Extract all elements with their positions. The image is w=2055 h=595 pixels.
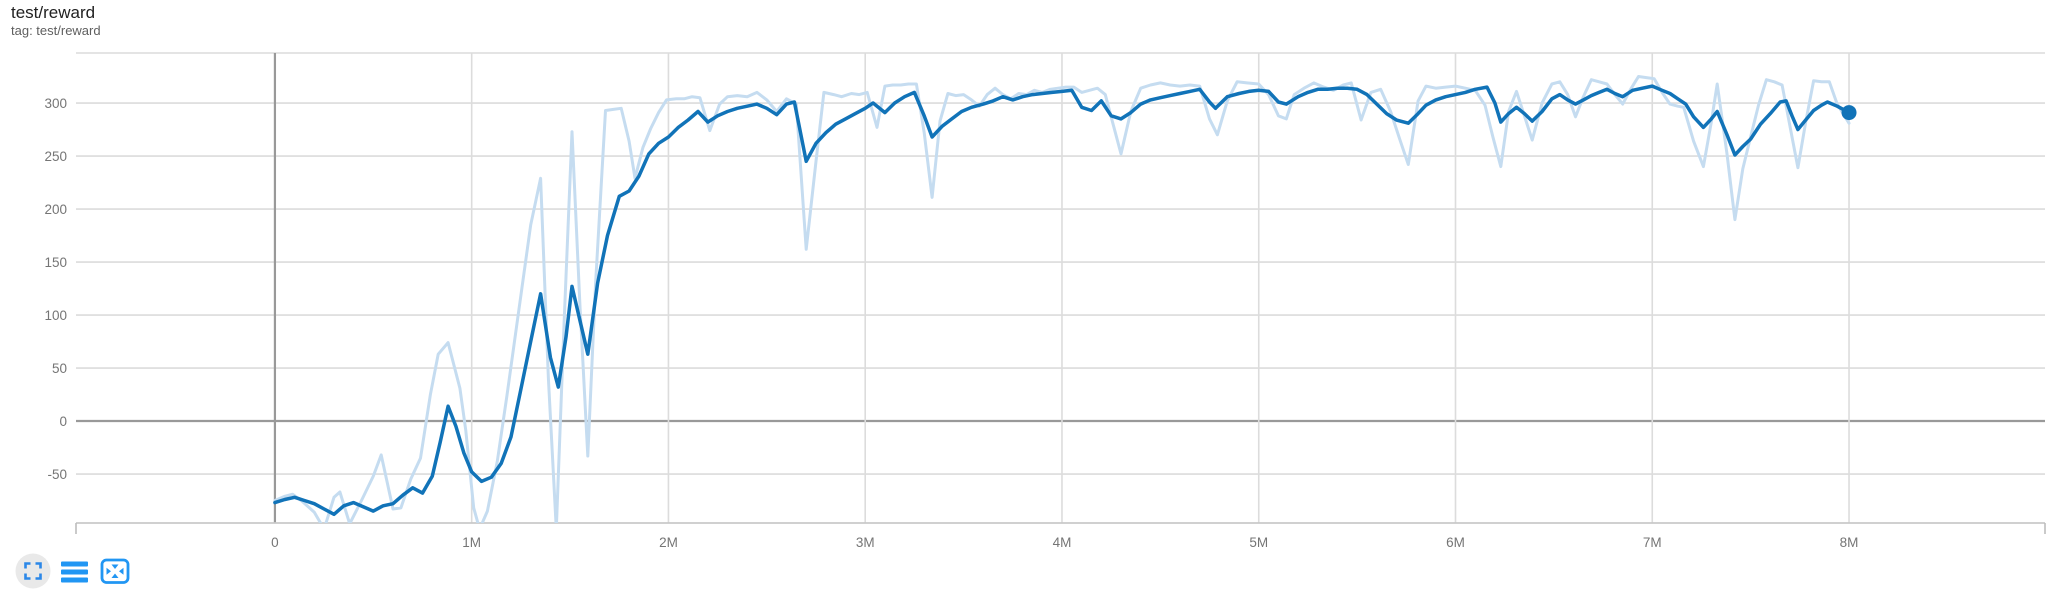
y-tick-label: 100 xyxy=(44,308,67,323)
fit-domain-button[interactable] xyxy=(100,558,130,584)
raw-series-line xyxy=(273,75,1851,523)
x-tick-label: 1M xyxy=(462,535,481,550)
fullscreen-button[interactable] xyxy=(15,553,51,589)
table-rows-icon xyxy=(61,561,88,583)
y-tick-label: 150 xyxy=(44,255,67,270)
x-tick-label: 2M xyxy=(659,535,678,550)
y-tick-label: 50 xyxy=(52,361,67,376)
grid-layer xyxy=(75,52,2046,534)
fullscreen-icon xyxy=(24,562,42,580)
y-tick-label: 200 xyxy=(44,202,67,217)
y-tick-label: -50 xyxy=(47,467,67,482)
marker-layer xyxy=(1841,105,1857,121)
last-point-marker xyxy=(1841,105,1857,121)
x-tick-label: 5M xyxy=(1249,535,1268,550)
axis-label-layer: -50 0 50 100 150 200 250 300 0 1M 2M 3M 4M 5M 6M 7M 8M xyxy=(44,96,1858,550)
x-tick-label: 6M xyxy=(1446,535,1465,550)
card-footer-toolbar xyxy=(15,553,130,589)
x-tick-label: 3M xyxy=(856,535,875,550)
y-tick-label: 0 xyxy=(59,414,67,429)
smoothed-series-line xyxy=(273,84,1851,517)
button-hover-circle xyxy=(15,553,51,589)
x-tick-label: 8M xyxy=(1840,535,1859,550)
x-tick-label: 0 xyxy=(271,535,279,550)
x-tick-label: 4M xyxy=(1053,535,1072,550)
runs-table-toggle-button[interactable] xyxy=(61,561,88,583)
y-tick-label: 250 xyxy=(44,149,67,164)
fit-to-data-icon xyxy=(100,558,130,584)
series-layer xyxy=(273,75,1851,523)
card-header: test/reward tag: test/reward xyxy=(11,2,101,40)
chart-title: test/reward xyxy=(11,3,96,22)
x-tick-label: 7M xyxy=(1643,535,1662,550)
chart-tag-subtitle: tag: test/reward xyxy=(11,23,101,39)
y-tick-label: 300 xyxy=(44,96,67,111)
